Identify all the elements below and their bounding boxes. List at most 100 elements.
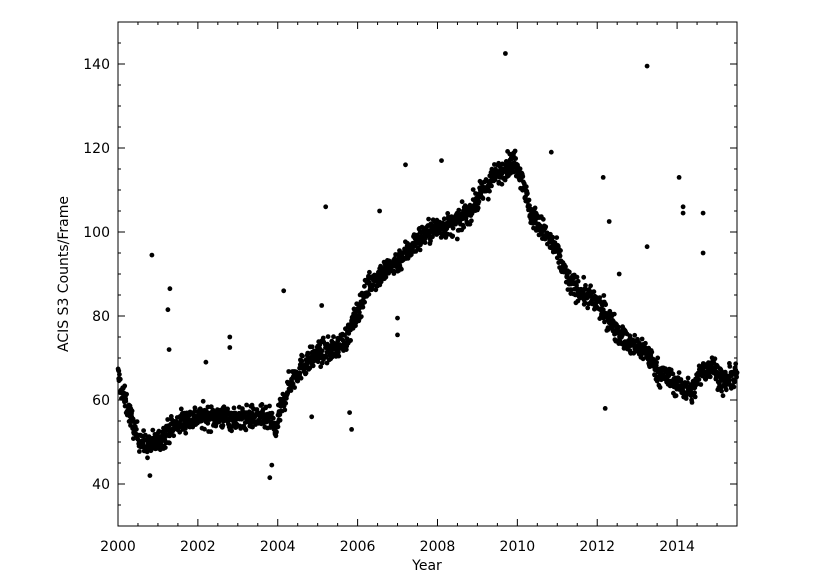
data-point bbox=[480, 196, 486, 201]
data-point bbox=[558, 248, 563, 254]
data-point bbox=[597, 295, 603, 300]
data-point bbox=[292, 385, 297, 390]
data-point bbox=[386, 270, 391, 276]
data-point bbox=[320, 335, 326, 341]
data-point-outlier bbox=[439, 158, 444, 164]
data-point bbox=[583, 283, 588, 288]
data-point bbox=[734, 374, 739, 380]
data-point bbox=[131, 436, 136, 441]
data-point bbox=[383, 274, 389, 280]
data-point bbox=[275, 424, 281, 430]
data-point bbox=[282, 407, 288, 413]
data-point-outlier bbox=[680, 210, 686, 216]
y-axis-title: ACIS S3 Counts/Frame bbox=[56, 196, 72, 352]
data-point bbox=[274, 429, 279, 435]
data-point bbox=[299, 358, 305, 364]
data-point bbox=[611, 311, 617, 317]
data-point bbox=[685, 380, 690, 385]
data-point bbox=[310, 363, 316, 369]
data-point bbox=[362, 283, 367, 289]
data-point bbox=[727, 364, 733, 369]
data-point bbox=[263, 404, 269, 410]
data-point-outlier bbox=[644, 244, 650, 250]
data-point bbox=[499, 181, 505, 187]
data-point bbox=[654, 378, 660, 384]
x-tick-label: 2000 bbox=[100, 539, 136, 555]
data-point bbox=[678, 377, 684, 382]
x-tick-label: 2012 bbox=[579, 539, 615, 555]
data-point-outlier bbox=[281, 288, 287, 294]
data-point bbox=[357, 310, 362, 315]
data-point-outlier bbox=[700, 250, 706, 256]
data-point bbox=[655, 355, 661, 361]
data-point bbox=[606, 326, 611, 332]
data-point bbox=[417, 247, 423, 253]
data-point bbox=[167, 433, 172, 439]
data-point bbox=[476, 199, 482, 205]
y-tick-label: 40 bbox=[92, 477, 110, 493]
data-point bbox=[712, 356, 718, 362]
data-point bbox=[288, 388, 294, 393]
data-point bbox=[306, 350, 311, 356]
data-point bbox=[192, 405, 198, 411]
data-point-outlier bbox=[377, 208, 382, 214]
data-point bbox=[298, 375, 304, 381]
data-point bbox=[540, 216, 546, 222]
data-point bbox=[430, 234, 435, 240]
data-point bbox=[325, 334, 331, 339]
data-point bbox=[526, 197, 532, 203]
data-point bbox=[581, 274, 587, 280]
data-point bbox=[129, 408, 135, 414]
data-point bbox=[358, 314, 364, 319]
data-point bbox=[512, 148, 518, 154]
data-point bbox=[632, 332, 638, 338]
data-point bbox=[557, 253, 563, 259]
data-point bbox=[543, 224, 549, 230]
data-point bbox=[454, 236, 460, 242]
data-point bbox=[331, 334, 336, 340]
data-point bbox=[362, 299, 367, 305]
data-point bbox=[585, 305, 591, 311]
data-point bbox=[141, 428, 147, 433]
data-point-outlier bbox=[680, 204, 686, 210]
data-point bbox=[269, 410, 275, 416]
data-point bbox=[336, 349, 341, 355]
data-point bbox=[575, 278, 581, 284]
data-point bbox=[513, 156, 518, 161]
data-point bbox=[370, 282, 376, 288]
data-point bbox=[520, 174, 526, 179]
data-point bbox=[456, 207, 462, 213]
data-point bbox=[285, 390, 291, 396]
data-point bbox=[732, 379, 737, 385]
data-point bbox=[470, 187, 476, 193]
data-point-outlier bbox=[503, 51, 508, 56]
data-point bbox=[319, 348, 325, 354]
data-point bbox=[162, 445, 168, 450]
data-point bbox=[229, 428, 235, 434]
data-point-outlier bbox=[600, 175, 606, 180]
data-point bbox=[144, 449, 150, 455]
data-point bbox=[165, 417, 171, 422]
data-point bbox=[367, 269, 372, 275]
x-tick-label: 2014 bbox=[659, 539, 695, 555]
data-point bbox=[408, 252, 414, 258]
data-point bbox=[422, 240, 428, 246]
data-point bbox=[698, 382, 704, 387]
data-point bbox=[588, 283, 593, 289]
data-point bbox=[649, 349, 655, 355]
data-point bbox=[502, 177, 508, 183]
x-tick-label: 2010 bbox=[500, 539, 536, 555]
data-point bbox=[336, 353, 342, 359]
data-point bbox=[183, 430, 189, 436]
data-point-outlier bbox=[227, 334, 233, 340]
data-point-outlier bbox=[165, 307, 171, 313]
data-point bbox=[591, 289, 597, 295]
data-point bbox=[122, 383, 128, 389]
data-point bbox=[532, 205, 538, 211]
data-point bbox=[208, 429, 214, 435]
x-axis-title: Year bbox=[411, 558, 442, 574]
data-point bbox=[670, 371, 676, 377]
data-point bbox=[733, 361, 739, 367]
data-point bbox=[259, 402, 265, 407]
data-point bbox=[459, 199, 465, 205]
